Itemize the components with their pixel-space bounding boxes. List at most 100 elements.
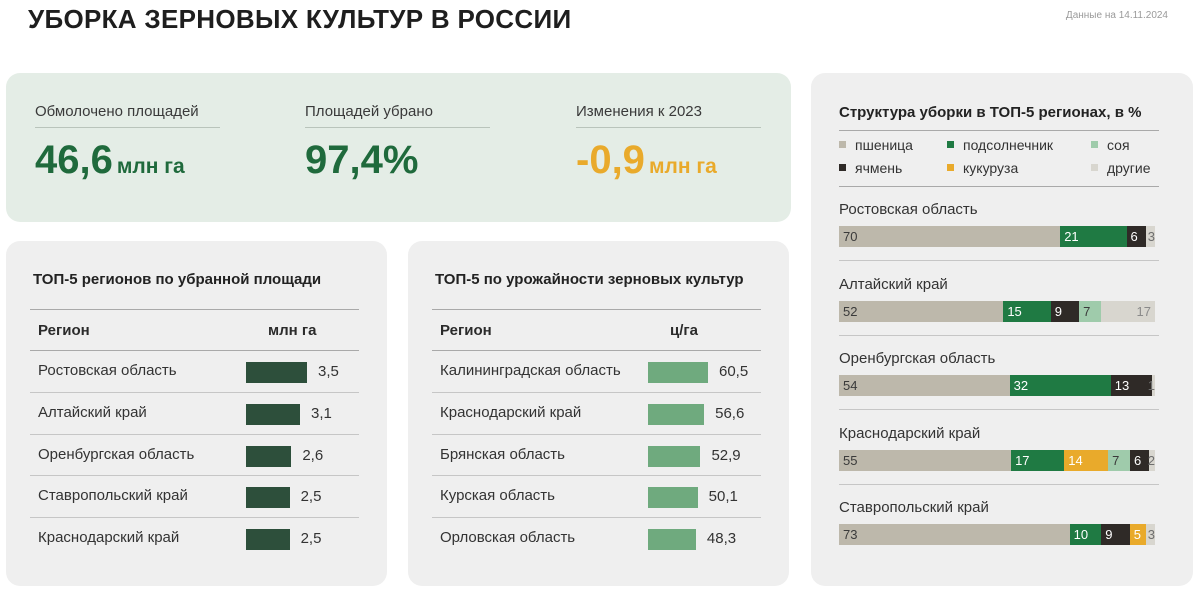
segment-label: 52 <box>843 303 858 319</box>
value-bar <box>648 529 696 551</box>
region-name: Краснодарский край <box>38 529 180 547</box>
region-name: Ставропольский край <box>839 499 989 516</box>
segment-wheat: 73 <box>839 524 1070 545</box>
value-label: 2,6 <box>302 446 324 464</box>
segment-label: 21 <box>1064 229 1079 244</box>
table-row: Краснодарский край 2,5 <box>30 518 359 560</box>
kpi-number: 46,6 <box>35 138 113 182</box>
segment-barley: 6 <box>1129 449 1149 471</box>
value-bar <box>246 445 292 467</box>
segment-label: 7 <box>1083 303 1091 319</box>
stacked-bar: 73 10 9 5 3 <box>839 524 1155 545</box>
region-name: Ростовская область <box>38 362 177 379</box>
segment-label: 6 <box>1133 452 1142 468</box>
segment-corn: 14 <box>1064 449 1109 471</box>
region-block: Оренбургская область 54 32 13 1 <box>839 350 1159 410</box>
table-row: Краснодарский край 56,6 <box>432 393 761 435</box>
stacked-bar: 70 21 6 3 <box>839 226 1155 247</box>
legend-item-barley: ячмень <box>839 160 902 176</box>
region-divider <box>839 409 1159 410</box>
segment-label: 3 <box>1147 527 1155 542</box>
region-column-header: Регион <box>38 321 90 339</box>
segment-other: 17 <box>1101 300 1155 322</box>
yield-table-card: ТОП-5 по урожайности зерновых культур Ре… <box>408 241 789 586</box>
legend-item-wheat: пшеница <box>839 137 913 153</box>
region-name: Краснодарский край <box>440 403 582 421</box>
date-note: Данные на 14.11.2024 <box>1065 10 1168 21</box>
legend-swatch <box>839 141 846 148</box>
value-bar <box>648 362 708 383</box>
structure-card: Структура уборки в ТОП-5 регионах, в % п… <box>811 73 1193 586</box>
table-row: Оренбургская область 2,6 <box>30 435 359 477</box>
segment-sunflower: 21 <box>1060 226 1127 247</box>
value-label: 48,3 <box>706 530 737 548</box>
legend-swatch <box>1091 164 1098 171</box>
value-bar <box>246 487 290 509</box>
legend-label: подсолнечник <box>963 137 1054 153</box>
segment-label: 73 <box>843 527 858 542</box>
area-table-title: ТОП-5 регионов по убранной площади <box>33 271 322 288</box>
unit-column-header: ц/га <box>670 321 698 339</box>
segment-sunflower: 32 <box>1009 375 1111 396</box>
region-name: Орловская область <box>440 529 576 547</box>
segment-label: 15 <box>1007 303 1022 319</box>
value-label: 2,5 <box>300 530 322 548</box>
segment-wheat: 55 <box>839 449 1012 471</box>
value-label: 3,5 <box>318 363 339 380</box>
stacked-bar: 55 17 14 7 6 2 <box>839 449 1155 471</box>
segment-label: 3 <box>1147 229 1155 244</box>
page-title: УБОРКА ЗЕРНОВЫХ КУЛЬТУР В РОССИИ <box>28 4 572 34</box>
legend-label: кукуруза <box>963 160 1019 176</box>
segment-wheat: 52 <box>839 300 1004 322</box>
table-row: Орловская область 48,3 <box>432 518 761 560</box>
segment-label: 32 <box>1013 378 1029 393</box>
kpi-harvested-share: Площадей убрано 97,4% <box>305 103 490 183</box>
table-header: Регион млн га <box>30 309 359 351</box>
segment-label: 6 <box>1130 229 1138 244</box>
region-divider <box>839 334 1159 336</box>
segment-label: 9 <box>1054 303 1062 319</box>
yield-table: Регион ц/га Калининградская область 60,5 К… <box>432 309 761 560</box>
area-table: Регион млн га Ростовская область 3,5 Алтай… <box>30 309 359 560</box>
kpi-label: Площадей убрано <box>305 103 490 128</box>
segment-label: 1 <box>1147 378 1155 393</box>
value-bar <box>648 487 698 509</box>
legend-swatch <box>839 164 846 171</box>
segment-sunflower: 17 <box>1011 449 1065 471</box>
kpi-unit: млн га <box>648 155 717 178</box>
legend-item-other: другие <box>1091 160 1151 176</box>
segment-label: 17 <box>1015 452 1030 468</box>
kpi-number: 97,4% <box>305 138 419 182</box>
segment-label: 10 <box>1073 527 1089 542</box>
segment-soy: 7 <box>1079 300 1102 322</box>
region-name: Ростовская область <box>839 201 978 218</box>
kpi-label: Изменения к 2023 <box>576 103 761 128</box>
value-bar <box>648 403 705 425</box>
segment-label: 13 <box>1114 378 1130 393</box>
value-label: 3,1 <box>311 404 332 422</box>
region-block: Ростовская область 70 21 6 3 <box>839 201 1159 261</box>
segment-barley: 6 <box>1126 226 1146 247</box>
region-name: Оренбургская область <box>839 350 996 367</box>
kpi-label: Обмолочено площадей <box>35 103 220 128</box>
segment-other: 3 <box>1145 226 1155 247</box>
structure-title: Структура уборки в ТОП-5 регионах, в % <box>839 104 1142 121</box>
value-label: 56,6 <box>715 404 745 422</box>
area-rows: Ростовская область 3,5 Алтайский край 3,1 Ор… <box>30 351 359 560</box>
segment-label: 14 <box>1068 452 1083 468</box>
segment-label: 2 <box>1147 452 1155 468</box>
stacked-bar: 54 32 13 1 <box>839 375 1155 396</box>
structure-divider <box>839 130 1159 131</box>
region-divider <box>839 483 1159 485</box>
segment-label: 7 <box>1112 452 1120 468</box>
legend-label: соя <box>1107 137 1130 153</box>
segment-barley: 9 <box>1101 524 1130 545</box>
region-block: Алтайский край 52 15 9 7 17 <box>839 276 1159 336</box>
segment-label: 70 <box>843 229 858 244</box>
legend-swatch <box>1091 141 1098 148</box>
legend-item-soy: соя <box>1091 137 1130 153</box>
value-bar <box>246 529 290 551</box>
table-row: Курская область 50,1 <box>432 476 761 519</box>
segment-label: 55 <box>843 452 858 468</box>
unit-column-header: млн га <box>268 321 317 339</box>
